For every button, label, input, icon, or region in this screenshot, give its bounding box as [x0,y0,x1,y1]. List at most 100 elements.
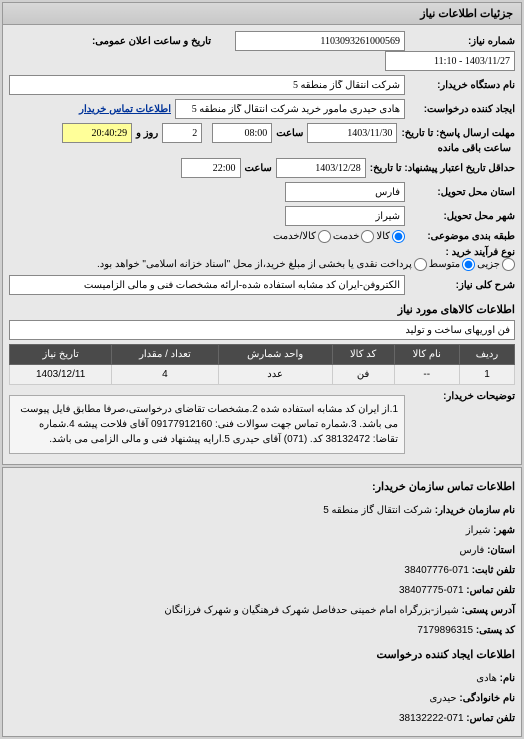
post-field: کد پستی: 7179896315 [9,622,515,640]
fname-value: هادی [476,673,497,684]
col-qty: تعداد / مقدار [112,345,218,365]
row-delivery-city: شهر محل تحویل: [9,206,515,226]
row-buyer-org: نام دستگاه خریدار: [9,75,515,95]
addr-value: شیراز-بزرگراه امام خمینی حدفاصل شهرک فره… [164,605,458,616]
buyer-org-field[interactable] [9,75,405,95]
contact-panel: اطلاعات تماس سازمان خریدار: نام سازمان خ… [2,467,522,737]
fax-label: تلفن تماس: [466,582,515,600]
process-radio-2[interactable] [414,258,427,271]
pkg-radio-0[interactable] [392,230,405,243]
fname-field: نام: هادی [9,670,515,688]
title-label: شرح کلی نیاز: [405,280,515,291]
pkg-radio-2[interactable] [318,230,331,243]
fname-label: نام: [500,670,515,688]
row-requester: ایجاد کننده درخواست: اطلاعات تماس خریدار [9,99,515,119]
delivery-state-field[interactable] [285,182,405,202]
main-panel: جزئیات اطلاعات نیاز شماره نیاز: تاریخ و … [2,2,522,465]
row-make [9,320,515,340]
contact-section2-title: اطلاعات ایجاد کننده درخواست [9,642,515,670]
announce-field[interactable] [385,51,515,71]
pkg-opt-2-label: کالا/خدمت [273,231,316,242]
row-desc: توضیحات خریدار: 1.از ایران کد مشابه استف… [9,391,515,454]
city-value: شیراز [466,525,491,536]
addr-field: آدرس پستی: شیراز-بزرگراه امام خمینی حدفا… [9,602,515,620]
need-no-field[interactable] [235,31,405,51]
pkg-opt-2[interactable]: کالا/خدمت [273,230,331,243]
lname-field: نام خانوادگی: حیدری [9,690,515,708]
org-value: شرکت انتقال گاز منطقه 5 [323,505,432,516]
pkg-opt-1-label: خدمت [333,231,360,242]
cphone-value: 38132222-071 [399,713,464,724]
validity-label: حداقل تاریخ اعتبار پیشنهاد: تا تاریخ: [366,163,515,174]
city-label: شهر: [493,522,515,540]
remain-suffix: ساعت باقی مانده [434,143,515,154]
response-date-field[interactable] [307,123,397,143]
contact-section1-title: اطلاعات تماس سازمان خریدار: [9,474,515,502]
cell-name: -- [394,365,459,385]
make-field[interactable] [9,320,515,340]
process-radio-1[interactable] [462,258,475,271]
state-label: استان: [487,542,515,560]
title-field[interactable] [9,275,405,295]
remain-days-label: روز و [132,128,162,139]
col-code: کد کالا [332,345,394,365]
desc-text: 1.از ایران کد مشابه استفاده شده 2.مشخصات… [9,395,405,454]
time-label-1: ساعت [272,128,307,139]
col-unit: واحد شمارش [218,345,332,365]
desc-label: توضیحات خریدار: [405,391,515,402]
post-value: 7179896315 [417,625,473,636]
process-opt-1-label: متوسط [429,259,460,270]
announce-label: تاریخ و ساعت اعلان عمومی: [88,36,215,47]
table-row[interactable]: 1 -- فن عدد 4 1403/12/11 [10,365,515,385]
fax-value: 38407775-071 [399,585,464,596]
addr-label: آدرس پستی: [462,602,515,620]
validity-time-field[interactable] [181,158,241,178]
process-opt-2-label: پرداخت نقدی یا بخشی از مبلغ خرید،از محل … [97,259,412,270]
cphone-label: تلفن تماس: [466,710,515,728]
pkg-radio-group: کالا خدمت کالا/خدمت [273,230,405,243]
col-date: تاریخ نیاز [10,345,112,365]
validity-date-field[interactable] [276,158,366,178]
cell-date: 1403/12/11 [10,365,112,385]
state-value: فارس [459,545,484,556]
process-opt-2[interactable]: پرداخت نقدی یا بخشی از مبلغ خرید،از محل … [97,258,427,271]
process-opt-0[interactable]: جزیی [477,258,515,271]
remain-time-field [62,123,132,143]
row-validity: حداقل تاریخ اعتبار پیشنهاد: تا تاریخ: سا… [9,158,515,178]
org-label: نام سازمان خریدار: [435,502,515,520]
phone-field: تلفن ثابت: 38407776-071 [9,562,515,580]
process-radio-group: جزیی متوسط پرداخت نقدی یا بخشی از مبلغ خ… [97,258,515,271]
pkg-opt-0-label: کالا [376,231,390,242]
requester-field[interactable] [175,99,405,119]
response-time-field[interactable] [212,123,272,143]
pkg-radio-1[interactable] [361,230,374,243]
goods-table: ردیف نام کالا کد کالا واحد شمارش تعداد /… [9,344,515,385]
contact-body: اطلاعات تماس سازمان خریدار: نام سازمان خ… [3,468,521,736]
pkg-opt-0[interactable]: کالا [376,230,405,243]
pkg-opt-1[interactable]: خدمت [333,230,375,243]
row-need-no: شماره نیاز: تاریخ و ساعت اعلان عمومی: [9,31,515,71]
phone-value: 38407776-071 [404,565,469,576]
requester-label: ایجاد کننده درخواست: [405,104,515,115]
process-label: نوع فرآیند خرید : [405,247,515,258]
post-label: کد پستی: [476,622,515,640]
delivery-city-label: شهر محل تحویل: [405,211,515,222]
process-radio-0[interactable] [502,258,515,271]
lname-label: نام خانوادگی: [459,690,515,708]
lname-value: حیدری [429,693,456,704]
fax-field: تلفن تماس: 38407775-071 [9,582,515,600]
time-label-2: ساعت [241,163,276,174]
panel-title: جزئیات اطلاعات نیاز [3,3,521,25]
buyer-contact-link[interactable]: اطلاعات تماس خریدار [75,104,175,115]
row-pkg: طبقه بندی موضوعی: کالا خدمت کالا/خدمت [9,230,515,243]
row-title: شرح کلی نیاز: [9,275,515,295]
pkg-label: طبقه بندی موضوعی: [405,231,515,242]
delivery-city-field[interactable] [285,206,405,226]
org-field: نام سازمان خریدار: شرکت انتقال گاز منطقه… [9,502,515,520]
response-start-label: مهلت ارسال پاسخ: تا تاریخ: [397,128,515,139]
process-opt-1[interactable]: متوسط [429,258,475,271]
goods-section-title: اطلاعات کالاهای مورد نیاز [9,299,515,320]
info-body: شماره نیاز: تاریخ و ساعت اعلان عمومی: نا… [3,25,521,464]
cell-qty: 4 [112,365,218,385]
col-idx: ردیف [459,345,514,365]
